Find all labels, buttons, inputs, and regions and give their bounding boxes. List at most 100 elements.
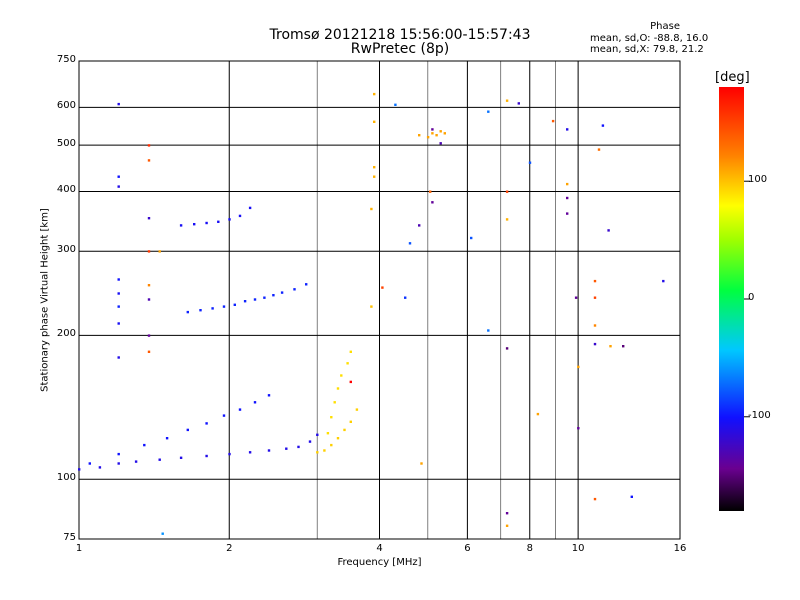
trace-point bbox=[222, 414, 226, 417]
scatter-point bbox=[431, 201, 434, 204]
trace-point bbox=[308, 440, 312, 443]
scatter-point bbox=[566, 196, 569, 200]
scatter-point bbox=[117, 175, 120, 178]
scatter-point bbox=[158, 250, 161, 253]
scatter-point bbox=[609, 345, 612, 348]
y-axis-label: Stationary phase Virtual Height [km] bbox=[39, 208, 51, 392]
scatter-point bbox=[662, 279, 665, 283]
trace-point bbox=[355, 408, 359, 411]
trace-point bbox=[217, 220, 220, 223]
scatter-point bbox=[528, 161, 532, 164]
trace-point bbox=[238, 408, 242, 411]
trace-point bbox=[199, 309, 202, 312]
colorbar bbox=[719, 87, 744, 511]
scatter-point bbox=[505, 512, 509, 515]
scatter-point bbox=[370, 207, 373, 211]
trace-point bbox=[228, 452, 231, 456]
trace-point bbox=[267, 394, 271, 397]
trace-point bbox=[418, 134, 421, 137]
trace-point bbox=[443, 132, 446, 135]
trace-point bbox=[340, 374, 343, 377]
colorbar-tick-label: -100 bbox=[748, 409, 771, 421]
trace-point bbox=[186, 310, 189, 314]
scatter-point bbox=[622, 345, 625, 348]
scatter-point bbox=[517, 102, 520, 105]
x-tick-label: 10 bbox=[571, 543, 585, 554]
trace-point bbox=[373, 175, 376, 178]
y-tick-label: 750 bbox=[56, 54, 76, 65]
scatter-point bbox=[505, 218, 509, 221]
scatter-point bbox=[551, 119, 555, 123]
scatter-point bbox=[577, 365, 580, 369]
scatter-point bbox=[117, 356, 120, 359]
trace-point bbox=[435, 134, 438, 137]
chart-subtitle: RwPretec (8p) bbox=[350, 41, 450, 57]
scatter-point bbox=[147, 159, 151, 162]
trace-point bbox=[431, 132, 434, 135]
trace-point bbox=[326, 432, 330, 435]
trace-point bbox=[336, 437, 340, 440]
scatter-point bbox=[607, 229, 610, 232]
trace-point bbox=[205, 221, 208, 225]
x-tick-label: 4 bbox=[376, 543, 383, 554]
trace-point bbox=[253, 401, 257, 404]
scatter-point bbox=[505, 190, 509, 193]
trace-point bbox=[323, 449, 326, 452]
scatter-point bbox=[593, 342, 597, 346]
trace-point bbox=[211, 307, 214, 310]
trace-point bbox=[233, 303, 236, 306]
scatter-point bbox=[147, 217, 151, 220]
scatter-point bbox=[593, 296, 597, 299]
scatter-point bbox=[574, 296, 578, 299]
x-tick-label: 16 bbox=[673, 543, 687, 554]
trace-point bbox=[305, 283, 308, 286]
scatter-point bbox=[487, 110, 490, 113]
trace-point bbox=[267, 449, 271, 452]
y-tick-label: 400 bbox=[56, 184, 76, 196]
trace-point bbox=[293, 288, 296, 291]
scatter-point bbox=[248, 206, 252, 210]
scatter-point bbox=[117, 278, 120, 281]
scatter-point bbox=[117, 185, 120, 188]
scatter-point bbox=[147, 298, 151, 301]
trace-point bbox=[330, 416, 333, 419]
scatter-point bbox=[418, 224, 421, 227]
trace-point bbox=[253, 298, 257, 301]
minor-grid-lines bbox=[316, 61, 556, 539]
scatter-point bbox=[394, 103, 397, 106]
trace-point bbox=[248, 451, 252, 454]
scatter-point bbox=[147, 284, 151, 287]
trace-point bbox=[98, 466, 102, 469]
trace-point bbox=[297, 445, 300, 449]
trace-point bbox=[134, 460, 138, 463]
scatter-point bbox=[370, 305, 373, 308]
x-tick-label: 1 bbox=[75, 543, 83, 554]
scatter-point bbox=[161, 532, 164, 535]
trace-point bbox=[193, 223, 196, 226]
trace-point bbox=[179, 224, 183, 227]
scatter-point bbox=[536, 412, 540, 416]
trace-point bbox=[222, 305, 226, 308]
scatter-point bbox=[593, 497, 597, 501]
trace-point bbox=[285, 447, 288, 450]
stats-header: Phase bbox=[650, 21, 680, 32]
trace-point bbox=[373, 120, 376, 123]
trace-point bbox=[280, 291, 284, 294]
scatter-point bbox=[597, 148, 601, 151]
trace-point bbox=[238, 214, 242, 218]
trace-point bbox=[117, 462, 120, 465]
trace-point bbox=[88, 462, 91, 465]
scatter-point bbox=[505, 347, 509, 350]
scatter-point bbox=[117, 292, 120, 295]
scatter-point bbox=[404, 296, 407, 299]
scatter-point bbox=[593, 324, 597, 327]
trace-point bbox=[117, 452, 120, 456]
scatter-point bbox=[439, 142, 442, 145]
colorbar-label: [deg] bbox=[715, 70, 750, 85]
colorbar-tick-label: 0 bbox=[748, 292, 755, 303]
scatter-point bbox=[408, 242, 412, 245]
trace-point bbox=[333, 401, 336, 404]
scatter-point bbox=[577, 427, 580, 430]
scatter-point bbox=[566, 128, 569, 131]
